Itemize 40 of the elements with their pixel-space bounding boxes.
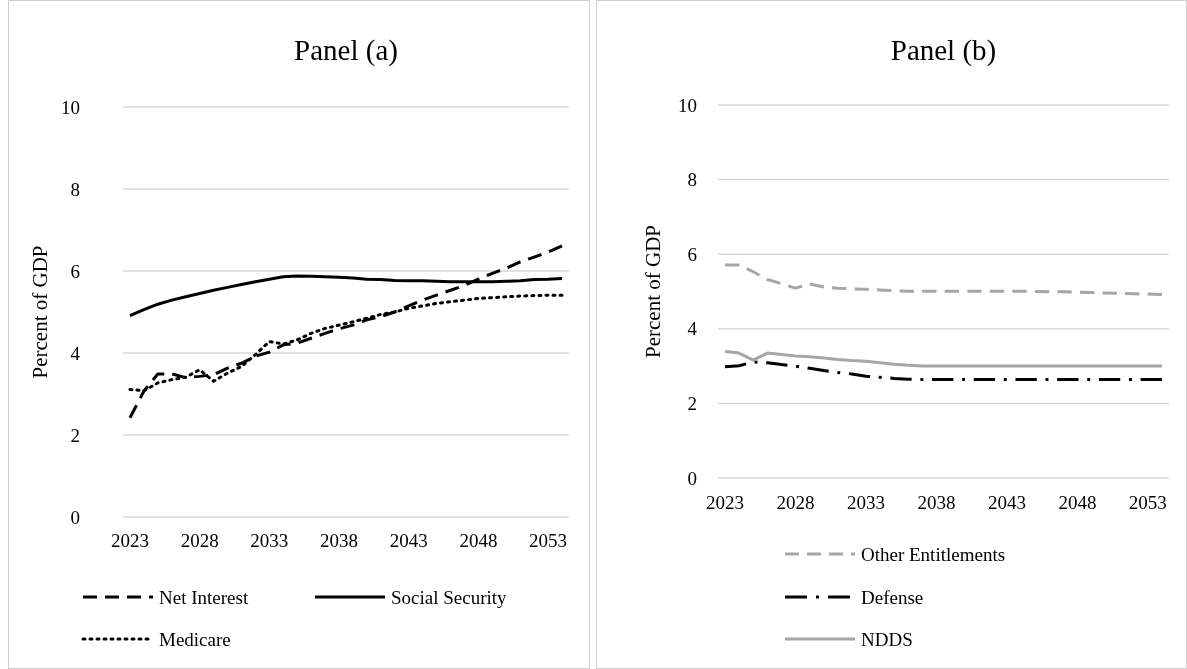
x-tick-label: 2053 bbox=[529, 530, 568, 551]
y-tick-label: 2 bbox=[70, 424, 80, 446]
x-tick-label: 2023 bbox=[706, 492, 745, 513]
chart-title: Panel (a) bbox=[294, 34, 398, 67]
x-tick-label: 2033 bbox=[846, 492, 885, 513]
x-tick-label: 2033 bbox=[250, 530, 289, 551]
y-tick-label: 10 bbox=[61, 96, 80, 118]
chart-title: Panel (b) bbox=[890, 34, 997, 67]
y-axis-title: Percent of GDP bbox=[28, 245, 52, 379]
line-series bbox=[723, 263, 1164, 296]
y-tick-label: 8 bbox=[687, 169, 697, 191]
x-tick-label: 2028 bbox=[180, 530, 219, 551]
x-tick-label: 2023 bbox=[110, 530, 149, 551]
x-tick-label: 2043 bbox=[389, 530, 428, 551]
line-series bbox=[723, 360, 1164, 382]
x-tick-label: 2038 bbox=[320, 530, 359, 551]
legend-label: Defense bbox=[861, 586, 924, 608]
x-tick-label: 2048 bbox=[459, 530, 498, 551]
y-tick-label: 4 bbox=[70, 342, 81, 364]
y-tick-label: 10 bbox=[678, 94, 697, 116]
y-axis-title: Percent of GDP bbox=[641, 225, 665, 358]
legend-label: Social Security bbox=[391, 586, 508, 608]
y-tick-label: 4 bbox=[687, 318, 698, 340]
y-tick-label: 6 bbox=[70, 260, 80, 282]
line-series bbox=[128, 244, 564, 420]
line-series bbox=[723, 350, 1164, 368]
y-tick-label: 0 bbox=[70, 506, 80, 528]
x-tick-label: 2043 bbox=[987, 492, 1026, 513]
legend-label: NDDS bbox=[861, 628, 913, 650]
y-tick-label: 2 bbox=[687, 393, 697, 415]
x-tick-label: 2048 bbox=[1058, 492, 1097, 513]
x-tick-label: 2028 bbox=[776, 492, 815, 513]
legend-label: Net Interest bbox=[159, 586, 249, 608]
y-tick-label: 6 bbox=[687, 243, 697, 265]
x-tick-label: 2038 bbox=[917, 492, 956, 513]
x-tick-label: 2053 bbox=[1128, 492, 1167, 513]
legend-label: Medicare bbox=[159, 628, 231, 650]
legend-label: Other Entitlements bbox=[861, 543, 1006, 565]
y-tick-label: 0 bbox=[687, 467, 697, 489]
y-tick-label: 8 bbox=[70, 178, 80, 200]
